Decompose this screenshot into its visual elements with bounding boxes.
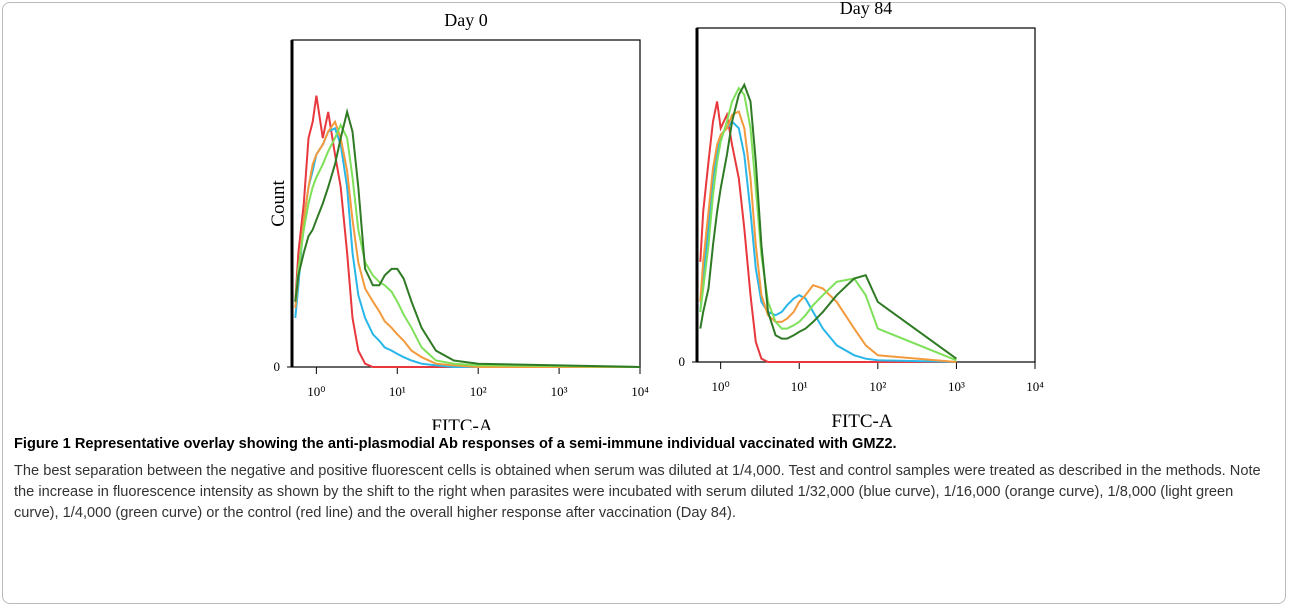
chart-title: Day 0 [444,10,488,30]
curve [294,119,640,368]
x-tick-label: 10¹ [791,379,808,394]
x-axis-label: FITC-A [831,411,893,430]
plot-frame [291,39,641,368]
y-tick-label: 0 [679,354,686,369]
y-tick-label: 0 [274,359,281,374]
x-tick-label: 10⁴ [1026,379,1044,394]
curve [699,101,957,363]
curve [294,95,640,368]
curve [699,119,957,363]
x-tick-label: 10¹ [389,384,406,399]
curve [699,82,957,360]
x-axis-label: FITC-A [431,416,493,430]
caption-text: The best separation between the negative… [14,463,1261,521]
x-tick-label: 10⁰ [307,384,325,399]
chart-title: Day 84 [840,0,893,18]
x-tick-label: 10³ [551,384,568,399]
curve [699,110,957,363]
figure: Day 0 FITC-A Count 10⁰ 10¹ 10² 10³ 10⁴ 0 Day 84 FI… [268,0,1044,430]
x-tick-label: 10⁴ [631,384,649,399]
x-tick-label: 10³ [948,379,965,394]
x-tick-label: 10² [470,384,487,399]
curve [294,107,641,368]
curve [294,126,640,368]
x-tick-label: 10⁰ [712,379,730,394]
y-axis-label: Count [268,180,289,227]
x-tick-label: 10² [869,379,886,394]
caption-title: Figure 1 Representative overlay showing … [14,436,897,452]
